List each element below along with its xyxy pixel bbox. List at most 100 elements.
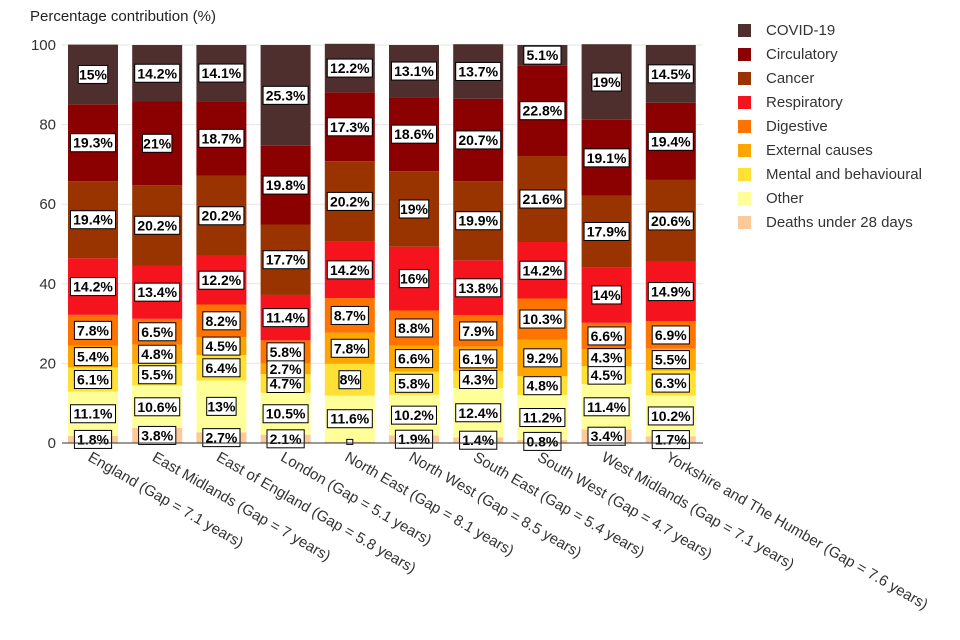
data-label: 12.4% — [458, 405, 498, 421]
data-label: 2.7% — [270, 361, 302, 377]
data-label-box — [262, 404, 309, 424]
data-label: 6.6% — [591, 328, 623, 344]
data-label: 14.2% — [330, 262, 370, 278]
data-label: 0.8% — [526, 433, 558, 449]
legend-swatch — [738, 120, 751, 133]
data-label-box — [202, 311, 241, 331]
data-label: 8% — [340, 372, 361, 388]
data-label-box-empty — [346, 438, 354, 445]
data-label-box — [134, 397, 181, 417]
data-label-box — [330, 338, 369, 358]
data-label: 10.2% — [651, 408, 691, 424]
data-label-box — [326, 58, 373, 78]
data-label-box — [519, 189, 566, 209]
data-label-box — [394, 373, 434, 393]
data-label: 4.8% — [526, 378, 558, 394]
data-label: 20.2% — [202, 208, 242, 224]
data-label-box — [583, 148, 630, 168]
y-axis-title: Percentage contribution (%) — [30, 8, 216, 25]
data-label: 16% — [400, 271, 429, 287]
data-label: 15% — [79, 66, 108, 82]
data-label: 9.2% — [526, 350, 558, 366]
data-label-box — [138, 425, 177, 445]
legend-item-label: Cancer — [766, 70, 814, 87]
data-label: 17.7% — [266, 252, 306, 268]
legend-swatch — [738, 192, 751, 205]
data-label-box — [391, 61, 437, 81]
data-label: 18.7% — [202, 130, 242, 146]
data-label-box — [262, 250, 309, 270]
data-label-box — [202, 428, 241, 448]
data-label-box — [394, 349, 434, 369]
data-label: 19% — [593, 74, 622, 90]
data-label-box — [391, 405, 437, 425]
data-label-box — [138, 365, 177, 385]
data-label: 19.4% — [73, 212, 113, 228]
data-label: 5.8% — [398, 375, 430, 391]
data-label-box — [651, 373, 690, 393]
data-label-box — [398, 199, 430, 219]
legend-swatch — [738, 168, 751, 181]
legend-item-label: Deaths under 28 days — [766, 214, 913, 231]
data-label-box — [583, 397, 630, 417]
data-label: 19.4% — [651, 133, 691, 149]
data-label: 22.8% — [523, 103, 563, 119]
data-label: 14.2% — [137, 65, 177, 81]
y-tick-label: 40 — [39, 276, 56, 293]
data-label: 25.3% — [266, 87, 306, 103]
legend-swatch — [738, 72, 751, 85]
data-label-box — [73, 429, 113, 449]
data-label: 4.5% — [205, 338, 237, 354]
data-label-box — [587, 326, 626, 346]
data-label-box — [519, 408, 566, 428]
data-label-box — [134, 282, 181, 302]
data-label-box — [202, 358, 241, 378]
data-label: 8.7% — [334, 307, 366, 323]
data-label-box — [591, 72, 622, 92]
data-label-box — [202, 336, 241, 356]
data-label: 19.9% — [458, 213, 498, 229]
data-label-box — [262, 85, 309, 105]
data-label: 1.7% — [655, 432, 687, 448]
data-label: 7.9% — [462, 323, 494, 339]
data-label-box — [647, 406, 694, 426]
data-label-box — [455, 211, 502, 231]
legend-item-label: COVID-19 — [766, 22, 835, 39]
data-label: 8.2% — [205, 313, 237, 329]
data-label: 14.5% — [651, 66, 691, 82]
data-label: 4.3% — [462, 372, 494, 388]
data-label: 5.4% — [77, 349, 109, 365]
legend-item-label: Circulatory — [766, 46, 838, 63]
y-tick-label: 100 — [31, 37, 56, 54]
data-label: 12.2% — [330, 60, 370, 76]
data-label: 13.8% — [458, 280, 498, 296]
data-label-box — [647, 64, 694, 84]
data-label-box — [583, 221, 630, 241]
data-label-box — [206, 396, 237, 416]
data-label-box — [138, 322, 177, 342]
data-label: 21.6% — [523, 191, 563, 207]
legend-item-label: External causes — [766, 142, 873, 159]
legend-swatch — [738, 96, 751, 109]
data-label-box — [651, 350, 690, 370]
data-label: 4.8% — [141, 346, 173, 362]
data-label-box — [326, 117, 373, 137]
data-label: 10.5% — [266, 406, 306, 422]
data-label: 5.5% — [655, 352, 687, 368]
data-label-box — [519, 101, 566, 121]
data-label: 14.1% — [202, 65, 242, 81]
y-tick-label: 20 — [39, 355, 56, 372]
data-label: 7.8% — [334, 340, 366, 356]
data-label-box — [198, 63, 245, 83]
data-label-box — [398, 269, 430, 289]
data-label: 10.3% — [523, 311, 563, 327]
data-label-box — [70, 133, 116, 153]
data-label: 6.1% — [77, 372, 109, 388]
legend: COVID-19 Circulatory Cancer Respiratory Dige… — [738, 22, 922, 231]
y-tick-label: 60 — [39, 196, 56, 213]
data-label: 11.6% — [330, 411, 369, 427]
data-label-box — [591, 285, 622, 305]
data-label-box — [138, 344, 177, 364]
data-label: 7.8% — [77, 322, 109, 338]
data-label-box — [266, 342, 305, 362]
